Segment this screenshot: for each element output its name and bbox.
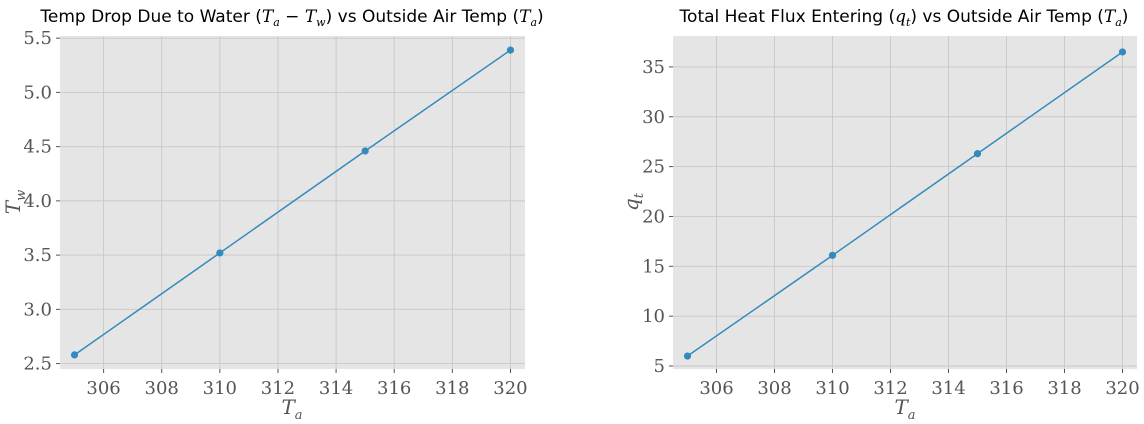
- x-tick-label: 320: [493, 378, 527, 399]
- y-axis-label-right: qt: [619, 192, 647, 211]
- x-tick-label: 318: [435, 378, 469, 399]
- chart-title-left: Temp Drop Due to Water (Ta − Tw) vs Outs…: [39, 7, 543, 29]
- y-tick-label: 4.0: [23, 191, 52, 212]
- x-tick-label: 306: [86, 378, 120, 399]
- x-tick-label: 314: [931, 378, 965, 399]
- y-tick-label: 25: [642, 157, 665, 178]
- data-point: [506, 46, 515, 54]
- chart-heat-flux: Total Heat Flux Entering (qt) vs Outside…: [619, 7, 1140, 423]
- data-point: [216, 249, 224, 257]
- y-tick-label: 2.5: [23, 354, 52, 375]
- series-right: [683, 48, 1127, 360]
- data-point: [70, 351, 79, 359]
- x-axis-label-right: Ta: [894, 395, 915, 423]
- y-tick-label: 35: [642, 57, 665, 78]
- y-tick-label: 3.0: [23, 299, 52, 320]
- y-tick-label: 20: [642, 206, 665, 227]
- x-tick-label: 312: [873, 378, 907, 399]
- x-axis-label-left: Ta: [281, 395, 302, 423]
- data-point: [361, 147, 369, 155]
- ticks-right: 306 308 310 312 314 316 318 320 5 10 15 20 25 30 35: [642, 57, 1140, 399]
- y-tick-label: 3.5: [23, 245, 52, 266]
- y-tick-label: 10: [642, 306, 665, 327]
- y-tick-label: 5.0: [23, 82, 52, 103]
- x-tick-label: 316: [377, 378, 411, 399]
- data-point: [1118, 48, 1127, 56]
- series-left: [70, 46, 515, 359]
- y-axis-label-left: Tw: [1, 190, 29, 214]
- data-point: [683, 352, 692, 360]
- grid-right: [673, 36, 1137, 369]
- grid-left: [60, 36, 525, 369]
- data-point: [828, 251, 837, 259]
- y-tick-label: 4.5: [23, 137, 52, 158]
- x-tick-label: 314: [319, 378, 353, 399]
- plot-area-right: [673, 36, 1137, 369]
- chart-title-right: Total Heat Flux Entering (qt) vs Outside…: [679, 7, 1129, 29]
- x-tick-label: 306: [699, 378, 733, 399]
- ticks-left: 306 308 310 312 314 316 318 320 2.5 3.0 3.5 4.0 4.5 5…: [23, 28, 527, 399]
- x-tick-label: 318: [1047, 378, 1081, 399]
- series-line: [74, 49, 511, 356]
- x-tick-label: 312: [261, 378, 295, 399]
- y-tick-label: 5.5: [23, 28, 52, 49]
- x-tick-label: 308: [757, 378, 791, 399]
- y-tick-label: 30: [642, 107, 665, 128]
- series-line: [687, 51, 1123, 357]
- data-point: [973, 150, 982, 158]
- x-tick-label: 310: [815, 378, 849, 399]
- x-tick-label: 316: [989, 378, 1023, 399]
- x-tick-label: 308: [145, 378, 179, 399]
- y-tick-label: 15: [642, 256, 665, 277]
- x-tick-label: 310: [203, 378, 237, 399]
- x-tick-label: 320: [1105, 378, 1139, 399]
- y-tick-label: 5: [654, 356, 665, 377]
- chart-temp-drop: Temp Drop Due to Water (Ta − Tw) vs Outs…: [1, 7, 544, 423]
